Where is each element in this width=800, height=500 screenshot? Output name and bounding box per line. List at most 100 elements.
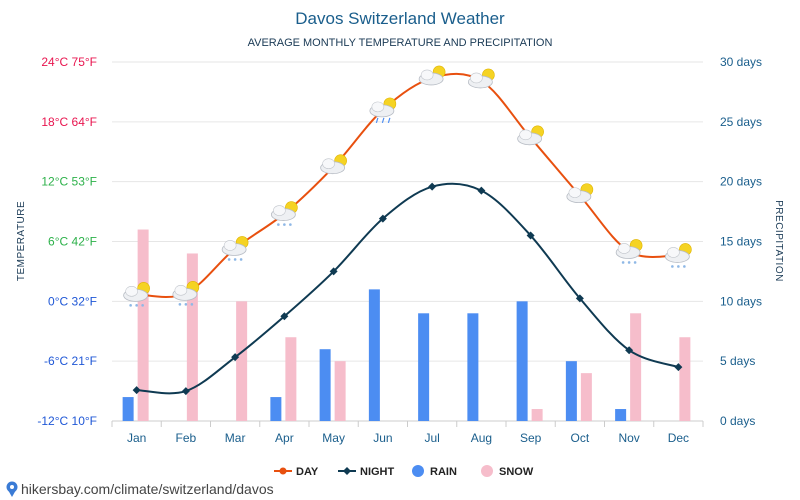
y-right-tick-label: 5 days [720, 354, 755, 368]
legend-dot-marker [279, 467, 287, 475]
snow-bar [236, 301, 248, 421]
legend-label: NIGHT [360, 466, 395, 478]
night-point [477, 186, 486, 195]
cloud-puff [223, 240, 237, 251]
weather-icons [123, 65, 692, 307]
x-tick-label: May [322, 431, 345, 445]
x-tick-label: Jul [424, 431, 439, 445]
y-left-tick-label: -6°C 21°F [44, 354, 97, 368]
location-pin-icon [6, 481, 18, 497]
rain-bar [418, 313, 430, 421]
snow-sun-icon [172, 281, 200, 306]
rain-bar [516, 301, 528, 421]
snowflake-shape [239, 258, 243, 261]
night-point [428, 182, 437, 191]
raindrop-shape [375, 117, 379, 124]
night-point [378, 214, 387, 223]
y-left-tick-label: 0°C 32°F [48, 294, 97, 308]
night-point [280, 312, 289, 321]
snowflake-shape [677, 265, 680, 268]
cloud-puff [470, 72, 483, 84]
y-right-tick-label: 30 days [720, 55, 762, 69]
rain-bar [565, 361, 577, 421]
legend-label: DAY [296, 466, 319, 478]
night-point [625, 346, 634, 355]
snow-sun-icon [615, 239, 643, 264]
night-point [674, 363, 683, 372]
cloud-puff [174, 285, 188, 296]
snowflake-shape [671, 265, 674, 268]
snowflake-shape [627, 261, 631, 264]
snow-sun-icon [664, 243, 692, 268]
sun-cloud-icon [517, 125, 544, 146]
y-right-axis-title: PRECIPITATION [773, 200, 784, 282]
snowflake-shape [190, 303, 194, 306]
y-right-tick-label: 10 days [720, 294, 762, 308]
cloud-puff [273, 205, 286, 216]
y-right-tick-label: 0 days [720, 414, 755, 428]
snowflake-shape [277, 223, 280, 226]
snow-bar [186, 253, 198, 421]
rain-bar [319, 349, 331, 421]
rain-bar [368, 289, 380, 421]
snowflake-shape [289, 223, 292, 226]
snowflake-shape [141, 304, 144, 307]
x-tick-label: Nov [618, 431, 639, 445]
day-temperature-line [136, 72, 679, 298]
rain-bar [270, 397, 282, 421]
legend-item-day[interactable]: DAY [274, 466, 319, 478]
cloud-puff [371, 101, 385, 113]
night-point [526, 231, 535, 240]
snow-sun-icon [221, 236, 249, 261]
x-tick-label: Mar [225, 431, 246, 445]
snowflake-shape [633, 261, 637, 264]
sun-cloud-icon [467, 68, 495, 89]
sun-cloud-icon [418, 65, 446, 86]
y-right-tick-label: 15 days [720, 235, 762, 249]
y-left-axis-title: TEMPERATURE [16, 201, 27, 281]
night-temperature-line [136, 182, 679, 395]
snow-sun-icon [270, 201, 298, 226]
legend-circle-marker [412, 465, 424, 477]
legend-circle-marker [481, 465, 493, 477]
night-point [231, 353, 240, 362]
y-right-tick-label: 25 days [720, 115, 762, 129]
legend-item-snow[interactable]: SNOW [481, 465, 534, 478]
x-tick-label: Oct [571, 431, 590, 445]
rain-bar [467, 313, 479, 421]
x-tick-label: Jun [373, 431, 392, 445]
x-tick-label: Jan [127, 431, 146, 445]
legend-item-night[interactable]: NIGHT [338, 466, 395, 478]
y-left-tick-label: 24°C 75°F [41, 55, 97, 69]
x-tick-label: Dec [668, 431, 689, 445]
snow-bar [334, 361, 346, 421]
source-footer[interactable]: hikersbay.com/climate/switzerland/davos [6, 481, 274, 497]
legend-label: SNOW [499, 466, 534, 478]
cloud-puff [667, 247, 680, 258]
raindrop-shape [381, 117, 385, 124]
snowflake-shape [129, 304, 132, 307]
source-link[interactable]: hikersbay.com/climate/switzerland/davos [21, 481, 274, 497]
snow-bar [531, 409, 543, 421]
x-tick-label: Sep [520, 431, 542, 445]
y-left-tick-label: 18°C 64°F [41, 115, 97, 129]
y-left-tick-label: 6°C 42°F [48, 235, 97, 249]
legend-diamond-marker [343, 467, 351, 475]
cloud-puff [322, 158, 335, 170]
night-point [132, 386, 141, 395]
y-left-tick-label: 12°C 53°F [41, 175, 97, 189]
night-point [181, 387, 190, 396]
legend-label: RAIN [430, 466, 457, 478]
legend[interactable]: DAY NIGHT RAIN SNOW [274, 465, 534, 478]
snow-bar [580, 373, 592, 421]
chart-title: Davos Switzerland Weather [295, 9, 505, 28]
snow-sun-icon [123, 282, 150, 307]
cloud-puff [125, 286, 138, 297]
rain-bar [615, 409, 627, 421]
legend-item-rain[interactable]: RAIN [412, 465, 457, 478]
rain-sun-icon [369, 97, 397, 124]
chart-subtitle: AVERAGE MONTHLY TEMPERATURE AND PRECIPIT… [248, 37, 553, 49]
sun-cloud-icon [320, 154, 347, 175]
snowflake-shape [135, 304, 138, 307]
